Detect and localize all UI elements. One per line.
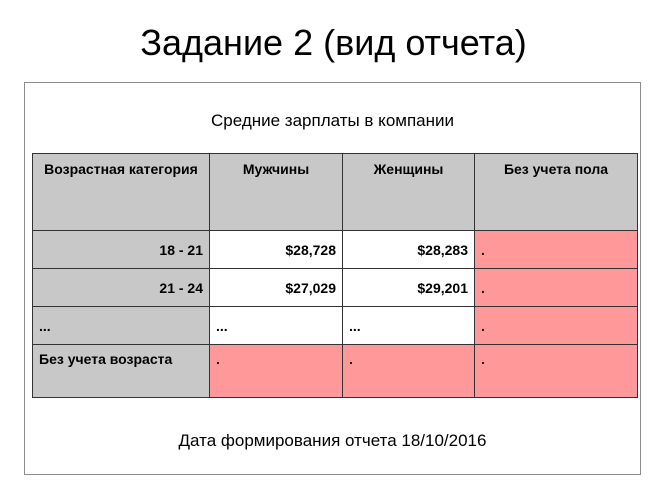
cell-women: ... — [342, 306, 475, 345]
slide-title: Задание 2 (вид отчета) — [140, 22, 527, 63]
table-header-row: Возрастная категория Мужчины Женщины Без… — [32, 153, 638, 231]
row-label: 21 - 24 — [32, 268, 210, 307]
cell-women: . — [342, 344, 475, 398]
cell-total: . — [474, 306, 638, 345]
cell-men: ... — [209, 306, 343, 345]
column-header-women: Женщины — [342, 153, 475, 231]
cell-men: $28,728 — [209, 230, 343, 269]
cell-women: $28,283 — [342, 230, 475, 269]
salary-table: Возрастная категория Мужчины Женщины Без… — [32, 153, 638, 398]
report-caption: Средние зарплаты в компании — [211, 111, 454, 130]
cell-total: . — [474, 344, 638, 398]
report-frame: Средние зарплаты в компании Возрастная к… — [24, 82, 641, 475]
row-label: ... — [32, 306, 210, 345]
cell-men: $27,029 — [209, 268, 343, 307]
cell-men: . — [209, 344, 343, 398]
table-row: Без учета возраста . . . — [32, 344, 638, 398]
row-label: 18 - 21 — [32, 230, 210, 269]
cell-women: $29,201 — [342, 268, 475, 307]
column-header-age: Возрастная категория — [32, 153, 210, 231]
table-row: 21 - 24 $27,029 $29,201 . — [32, 268, 638, 307]
table-row: 18 - 21 $28,728 $28,283 . — [32, 230, 638, 269]
row-label: Без учета возраста — [32, 344, 210, 398]
column-header-men: Мужчины — [209, 153, 343, 231]
cell-total: . — [474, 230, 638, 269]
report-date: Дата формирования отчета 18/10/2016 — [178, 431, 487, 450]
table-row: ... ... ... . — [32, 306, 638, 345]
cell-total: . — [474, 268, 638, 307]
column-header-total: Без учета пола — [474, 153, 638, 231]
